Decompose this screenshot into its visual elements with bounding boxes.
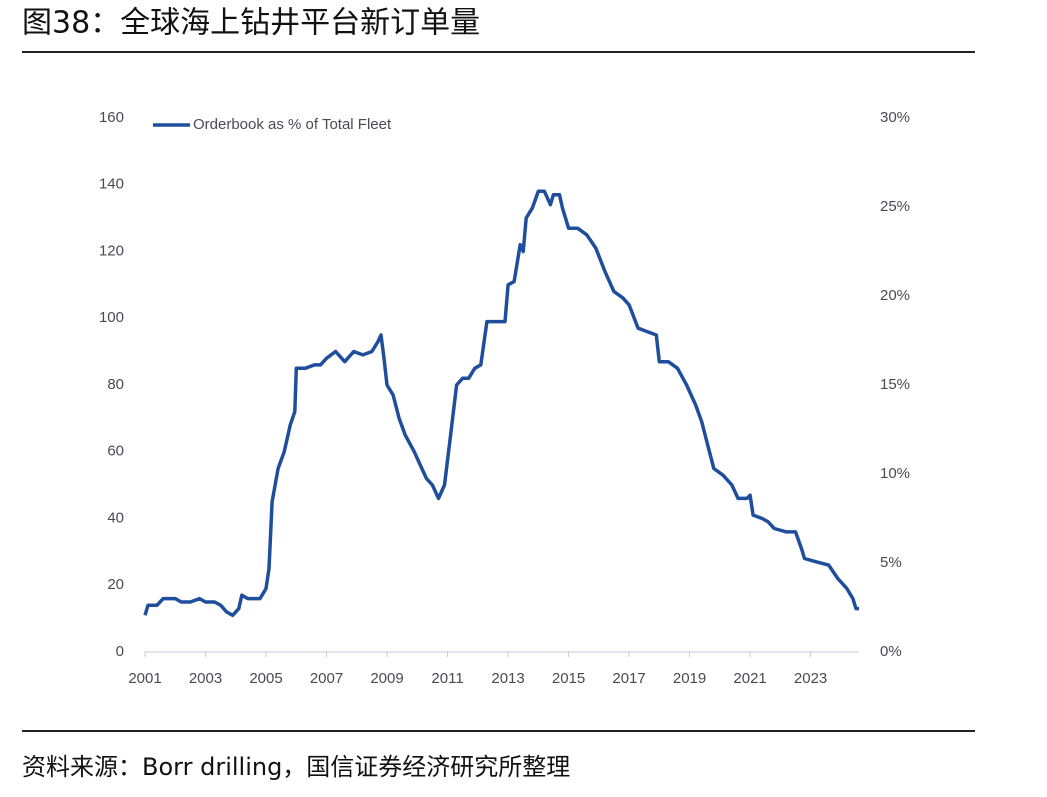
y2-tick-label: 25% (880, 198, 910, 215)
x-tick-label: 2017 (612, 670, 645, 687)
y-tick-label: 140 (99, 176, 124, 193)
source-note: 资料来源：Borr drilling，国信证券经济研究所整理 (22, 753, 570, 781)
y2-tick-label: 15% (880, 376, 910, 393)
data-line (143, 189, 859, 618)
y-tick-label: 160 (99, 109, 124, 126)
legend-label: Orderbook as % of Total Fleet (193, 116, 392, 133)
y2-tick-label: 20% (880, 287, 910, 304)
y2-tick-label: 10% (880, 465, 910, 482)
x-tick-label: 2023 (794, 670, 827, 687)
x-tick-label: 2007 (310, 670, 343, 687)
x-tick-label: 2003 (189, 670, 222, 687)
y-tick-label: 120 (99, 242, 124, 259)
y-tick-label: 40 (107, 509, 124, 526)
y-tick-label: 80 (107, 376, 124, 393)
x-tick-label: 2001 (128, 670, 161, 687)
x-tick-label: 2011 (431, 670, 463, 687)
x-tick-label: 2015 (552, 670, 585, 687)
y-tick-label: 60 (107, 443, 124, 460)
chart-title: 图38：全球海上钻井平台新订单量 (22, 6, 480, 41)
x-tick-label: 2005 (249, 670, 282, 687)
x-tick-label: 2019 (673, 670, 706, 687)
x-tick-label: 2013 (491, 670, 524, 687)
y-tick-label: 0 (116, 643, 124, 660)
y2-tick-label: 0% (880, 643, 902, 660)
y2-tick-label: 5% (880, 554, 902, 571)
x-tick-label: 2021 (733, 670, 766, 687)
x-tick-label: 2009 (370, 670, 403, 687)
y-tick-label: 20 (107, 576, 124, 593)
y-tick-label: 100 (99, 309, 124, 326)
y2-tick-label: 30% (880, 109, 910, 126)
